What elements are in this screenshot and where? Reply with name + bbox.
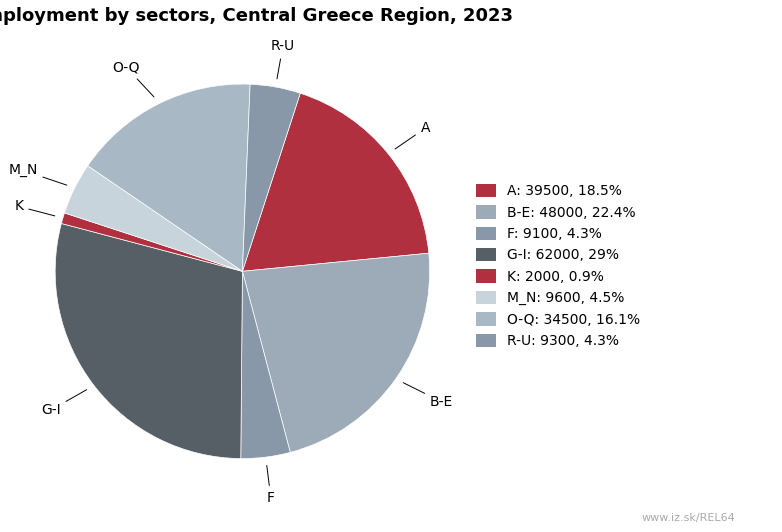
Wedge shape <box>56 223 242 459</box>
Text: A: A <box>395 121 430 149</box>
Wedge shape <box>61 213 242 271</box>
Text: M_N: M_N <box>8 163 66 185</box>
Text: K: K <box>14 200 55 216</box>
Wedge shape <box>241 271 290 459</box>
Title: Employment by sectors, Central Greece Region, 2023: Employment by sectors, Central Greece Re… <box>0 6 513 24</box>
Text: O-Q: O-Q <box>113 60 154 97</box>
Text: www.iz.sk/REL64: www.iz.sk/REL64 <box>641 513 735 523</box>
Wedge shape <box>242 93 429 271</box>
Text: B-E: B-E <box>404 383 454 409</box>
Text: R-U: R-U <box>271 39 295 79</box>
Text: F: F <box>267 466 274 505</box>
Wedge shape <box>88 84 250 271</box>
Legend: A: 39500, 18.5%, B-E: 48000, 22.4%, F: 9100, 4.3%, G-I: 62000, 29%, K: 2000, 0.9: A: 39500, 18.5%, B-E: 48000, 22.4%, F: 9… <box>476 184 640 348</box>
Wedge shape <box>242 84 300 271</box>
Text: G-I: G-I <box>41 390 87 417</box>
Wedge shape <box>64 166 242 271</box>
Wedge shape <box>242 253 429 452</box>
